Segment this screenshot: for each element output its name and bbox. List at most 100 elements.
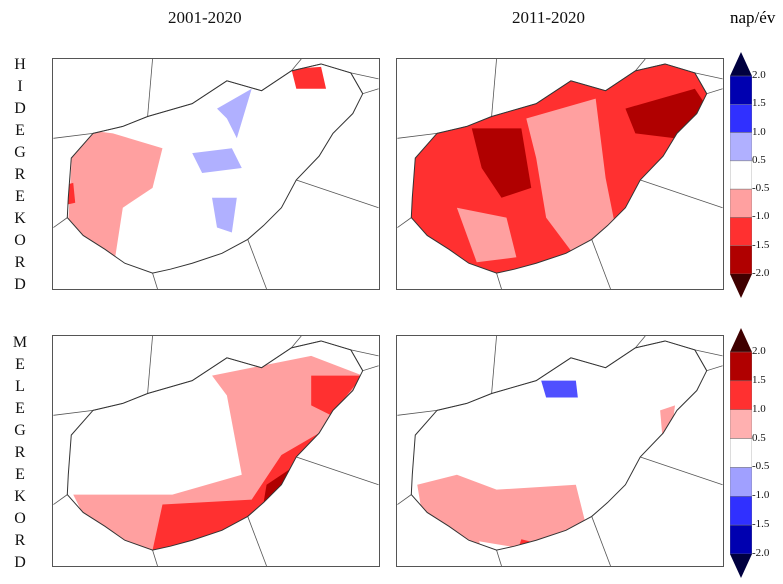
row-letter: E: [15, 356, 25, 373]
colorbar-tick-label: -1.0: [752, 210, 770, 223]
anomaly-region: [526, 98, 616, 258]
row-letter: D: [14, 100, 26, 117]
colorbar-bottom-arrow: [730, 274, 752, 298]
map-melegrekord-2001-2020: [52, 335, 380, 567]
unit-label: nap/év: [730, 8, 776, 27]
country-border: [397, 217, 412, 228]
hungary-outline: [66, 340, 364, 551]
anomaly-region: [67, 182, 76, 208]
country-border: [53, 494, 68, 505]
colorbar-tick-label: 0.5: [752, 431, 766, 444]
hungary-outline: [66, 63, 364, 274]
row-letter: E: [15, 188, 25, 205]
colorbar-tick-label: 1.0: [752, 402, 766, 415]
country-border: [491, 336, 497, 394]
row-letter: R: [14, 532, 26, 549]
country-border: [53, 217, 68, 228]
colorbar-tick-label: -2.0: [752, 547, 770, 559]
row-letter: I: [17, 78, 23, 95]
row-letter: R: [14, 254, 26, 271]
colorbar-tick-label: 1.5: [752, 373, 766, 386]
anomaly-region: [291, 66, 327, 89]
row-letter: L: [15, 378, 25, 395]
country-border: [147, 59, 153, 117]
column-title-2011-2020: 2011-2020: [512, 8, 586, 27]
country-border: [496, 550, 502, 566]
colorbar-segment: [730, 524, 752, 555]
row-letter: D: [14, 276, 26, 293]
country-border: [635, 59, 646, 72]
colorbar-melegrekord: [730, 328, 752, 578]
row-letter: O: [14, 232, 26, 249]
colorbar-tick-label: 1.0: [752, 125, 766, 138]
colorbar-segment: [730, 160, 752, 190]
map-hidegrekord-2011-2020: [396, 58, 724, 290]
colorbar-top-arrow: [730, 328, 752, 352]
colorbar-segment: [730, 438, 752, 468]
country-border: [694, 349, 723, 357]
country-border: [350, 72, 379, 80]
country-border: [296, 179, 379, 209]
colorbar-hidegrekord: [730, 52, 752, 298]
row-letter: M: [12, 334, 28, 351]
country-border: [152, 550, 158, 566]
country-border: [350, 349, 379, 357]
colorbar-tick-label: -0.5: [752, 182, 770, 195]
colorbar-segment: [730, 496, 752, 526]
row-letter: E: [15, 122, 25, 139]
anomaly-region: [471, 128, 532, 198]
row-letter: E: [15, 466, 25, 483]
hungary-outline: [410, 340, 708, 551]
colorbar-tick-label: -1.5: [752, 238, 770, 251]
country-border: [491, 59, 497, 117]
country-border: [291, 59, 302, 72]
colorbar-tick-label: -2.0: [752, 267, 770, 279]
anomaly-region: [311, 375, 363, 416]
country-border: [640, 179, 723, 209]
colorbar-tick-label: 2.0: [752, 69, 766, 81]
colorbar-tick-label: -1.5: [752, 518, 770, 531]
row-letter: G: [14, 422, 26, 439]
country-border: [635, 336, 646, 349]
anomaly-region: [417, 474, 586, 550]
anomaly-region: [212, 197, 237, 233]
country-border: [640, 456, 723, 486]
anomaly-region: [68, 128, 163, 273]
row-letter: D: [14, 554, 26, 571]
colorbar-segment: [730, 75, 752, 105]
anomaly-region: [192, 148, 242, 174]
country-border: [247, 516, 267, 566]
row-letter: R: [14, 166, 26, 183]
colorbar-tick-label: 0.5: [752, 153, 766, 166]
colorbar-segment: [730, 467, 752, 497]
colorbar-segment: [730, 245, 752, 275]
colorbar-tick-label: -0.5: [752, 460, 770, 473]
colorbar-segment: [730, 409, 752, 439]
row-letter: R: [14, 444, 26, 461]
country-border: [591, 239, 611, 289]
colorbar-bottom-arrow: [730, 554, 752, 578]
colorbar-segment: [730, 132, 752, 162]
hungary-outline: [410, 63, 708, 274]
country-border: [147, 336, 153, 394]
colorbar-tick-label: 2.0: [752, 345, 766, 357]
country-border: [296, 456, 379, 486]
colorbar-segment: [730, 217, 752, 246]
column-title-2001-2020: 2001-2020: [168, 8, 242, 27]
row-letter: K: [14, 488, 26, 505]
country-border: [496, 273, 502, 289]
row-letter: E: [15, 400, 25, 417]
row-letter: H: [14, 56, 26, 73]
map-hidegrekord-2001-2020: [52, 58, 380, 290]
anomaly-region: [541, 380, 578, 398]
anomaly-region: [456, 207, 517, 263]
colorbar-tick-label: 1.5: [752, 97, 766, 110]
country-border: [397, 494, 412, 505]
row-letter: K: [14, 210, 26, 227]
anomaly-region: [216, 88, 252, 139]
country-border: [152, 273, 158, 289]
country-border: [397, 340, 723, 416]
row-letter: O: [14, 510, 26, 527]
